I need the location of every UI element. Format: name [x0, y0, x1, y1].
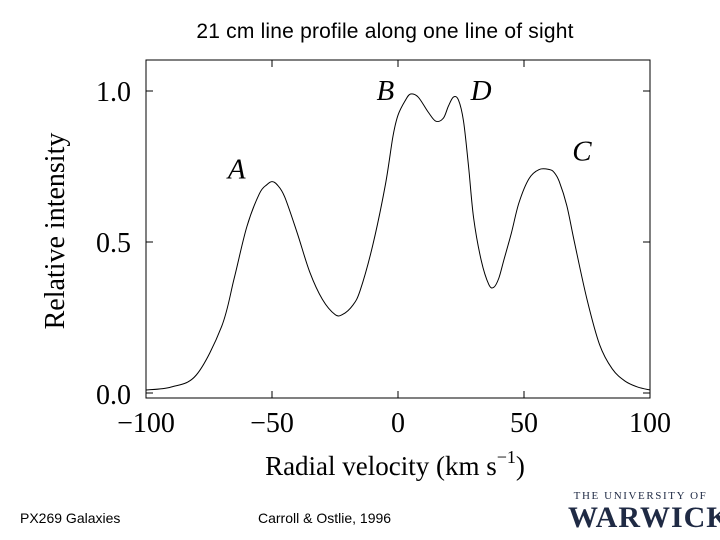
line-profile-chart: −100 −50 0 50 100 0.0 0.5 1.0 A B D C Radial veloc…	[40, 59, 671, 481]
y-axis-label: Relative intensity	[40, 133, 71, 330]
x-axis-label-superscript: −1	[497, 447, 516, 467]
x-tick-label: 50	[510, 408, 538, 439]
logo-top-text: THE UNIVERSITY OF	[573, 490, 708, 502]
peak-label-b: B	[377, 75, 395, 107]
y-tick-label: 1.0	[96, 77, 131, 108]
peak-annotations: A B D C	[226, 75, 592, 186]
slide-title: 21 cm line profile along one line of sig…	[196, 20, 574, 43]
x-axis-label: Radial velocity (km s−1)	[265, 447, 525, 481]
x-tick-label: −100	[117, 408, 175, 439]
peak-label-a: A	[226, 154, 246, 186]
peak-label-d: D	[470, 75, 492, 107]
logo-wordmark: WARWICK	[568, 501, 720, 534]
plot-frame	[145, 59, 651, 399]
university-logo: THE UNIVERSITY OF WARWICK	[568, 490, 720, 535]
x-tick-label: 100	[629, 408, 671, 439]
y-tick-label: 0.0	[96, 380, 131, 411]
footer-citation: Carroll & Ostlie, 1996	[258, 510, 392, 526]
y-tick-label: 0.5	[96, 228, 131, 259]
x-tick-label: −50	[250, 408, 294, 439]
x-axis-label-text: Radial velocity (km s	[265, 451, 497, 481]
tick-labels: −100 −50 0 50 100 0.0 0.5 1.0	[96, 77, 671, 439]
footer-course-label: PX269 Galaxies	[20, 510, 121, 526]
x-axis-label-close: )	[516, 451, 525, 481]
axis-ticks	[145, 60, 651, 398]
peak-label-c: C	[572, 135, 592, 167]
x-tick-label: 0	[391, 408, 405, 439]
series-line	[145, 93, 651, 391]
